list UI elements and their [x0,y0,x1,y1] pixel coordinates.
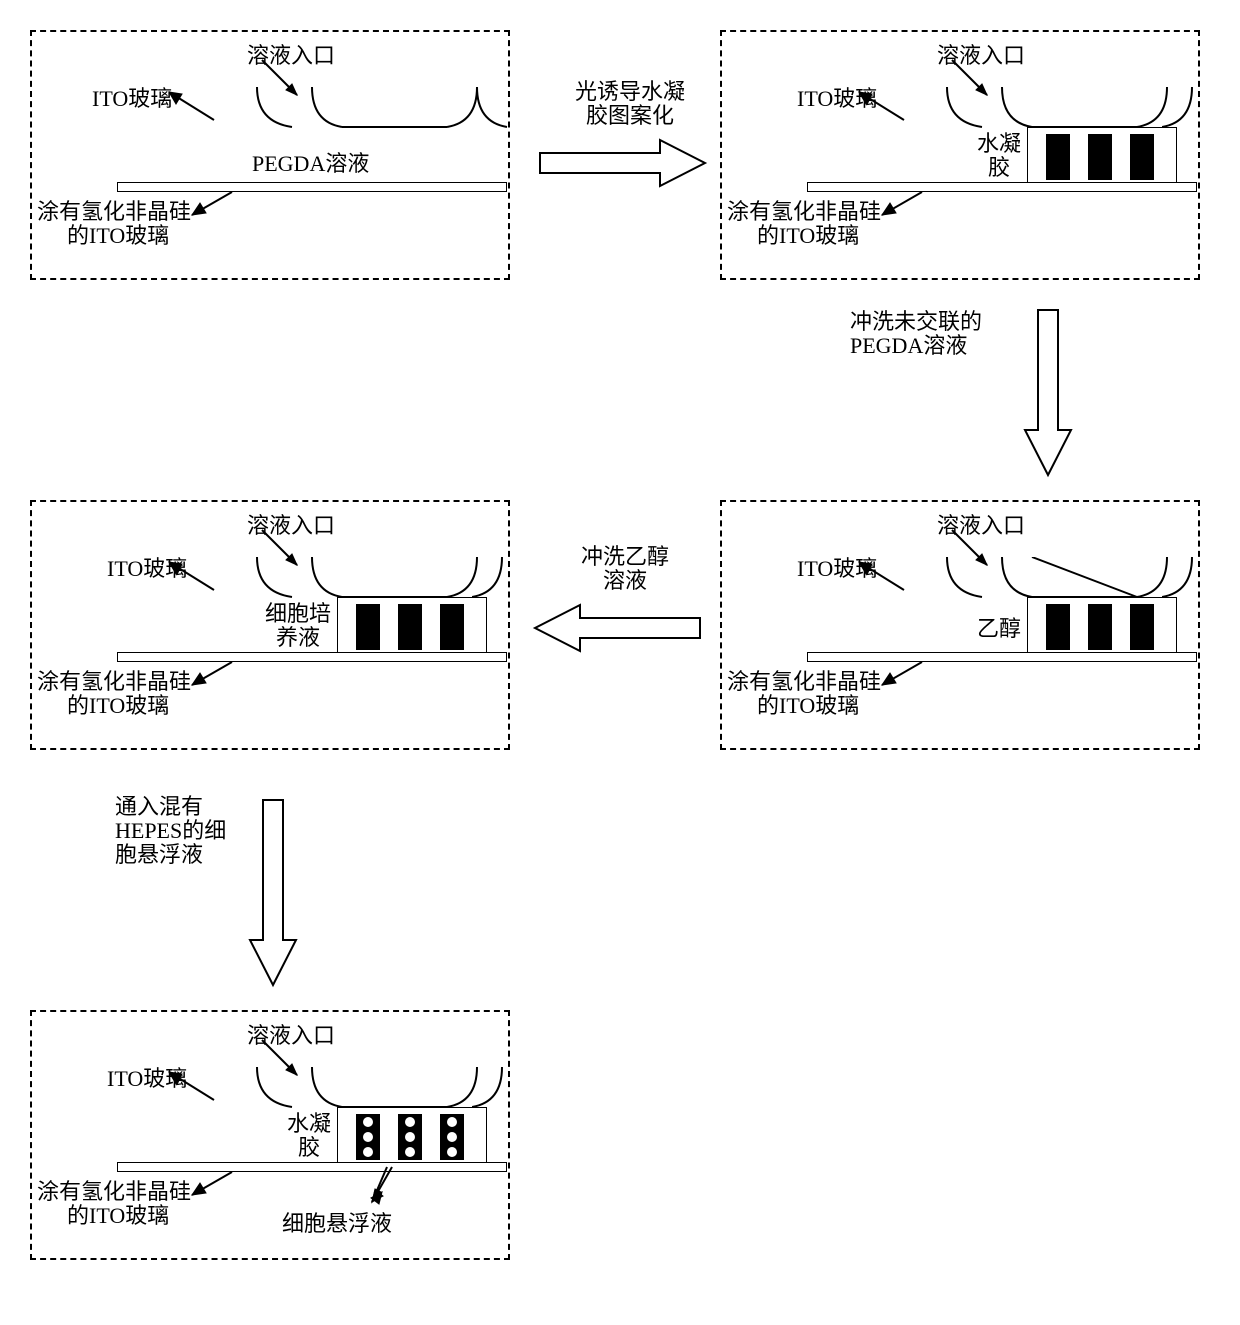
label-media-p4: 细胞培养液 [262,602,334,650]
label-hydrogel-p2: 水凝胶 [974,132,1024,180]
p4s2: 的ITO玻璃 [67,693,169,718]
a45l1: 通入混有 [115,794,203,819]
hydrogel-box-p4 [337,597,487,655]
pillar [440,604,464,650]
a12l2: 胶图案化 [586,103,674,128]
p2s2: 的ITO玻璃 [757,223,859,248]
a23l1: 冲洗未交联的 [850,309,982,334]
label-substrate-p2: 涂有氢化非晶硅 的ITO玻璃 [727,200,881,248]
arrow-3-4 [530,600,710,660]
label-substrate-p1: 涂有氢化非晶硅 的ITO玻璃 [37,200,191,248]
label-inlet-p2: 溶液入口 [937,44,1025,68]
label-substrate-p5: 涂有氢化非晶硅 的ITO玻璃 [37,1180,191,1228]
pillar [1130,604,1154,650]
pillar [1088,134,1112,180]
label-ito-p4: ITO玻璃 [107,557,187,581]
pillar [1046,134,1070,180]
top-chamber-p1 [202,87,502,147]
arrow-1-2 [530,135,710,195]
a12l1: 光诱导水凝 [575,79,685,104]
bottom-plate-p4 [117,652,507,662]
p5s1: 涂有氢化非晶硅 [37,1179,191,1204]
panel-1: 溶液入口 ITO玻璃 PEGDA溶液 [30,30,510,280]
cell-dot [447,1117,457,1127]
panel-3: 溶液入口 ITO玻璃 乙醇 涂有氢化非晶硅 的I [720,500,1200,750]
pillar [356,604,380,650]
cell-dot [363,1117,373,1127]
hydrogel-box-p2 [1027,127,1177,185]
pillar [1046,604,1070,650]
cell-dot [363,1147,373,1157]
p2s1: 涂有氢化非晶硅 [727,199,881,224]
p3s1: 涂有氢化非晶硅 [727,669,881,694]
arrow34-label: 冲洗乙醇 溶液 [565,545,685,593]
pillar-cells [440,1114,464,1160]
label-substrate-p4: 涂有氢化非晶硅 的ITO玻璃 [37,670,191,718]
label-inlet-p4: 溶液入口 [247,514,335,538]
cell-dot [447,1147,457,1157]
substrate-l1: 涂有氢化非晶硅 [37,199,191,224]
bottom-plate-p3 [807,652,1197,662]
label-ito-p5: ITO玻璃 [107,1067,187,1091]
bottom-plate-p2 [807,182,1197,192]
label-substrate-p3: 涂有氢化非晶硅 的ITO玻璃 [727,670,881,718]
cell-dot [363,1132,373,1142]
a23l2: PEGDA溶液 [850,333,967,358]
label-ito-p2: ITO玻璃 [797,87,877,111]
a34l2: 溶液 [603,568,647,593]
pillar [398,604,422,650]
bottom-plate-p1 [117,182,507,192]
pillar [1130,134,1154,180]
bottom-plate-p5 [117,1162,507,1172]
top-chamber-right-p1 [472,87,512,147]
arrow-2-3 [1020,300,1080,480]
hydrogel-box-p3 [1027,597,1177,655]
p5s2: 的ITO玻璃 [67,1203,169,1228]
pillar [1088,604,1112,650]
arrow23-label: 冲洗未交联的 PEGDA溶液 [850,310,1020,358]
arrow12-label: 光诱导水凝 胶图案化 [560,80,700,128]
cell-dot [405,1132,415,1142]
label-inlet-p5: 溶液入口 [247,1024,335,1048]
substrate-l2: 的ITO玻璃 [67,223,169,248]
panel-2: 溶液入口 ITO玻璃 水凝胶 涂有氢化非晶硅 的IT [720,30,1200,280]
cell-dot [405,1147,415,1157]
label-pegda-p1: PEGDA溶液 [252,152,369,176]
panel-5: 溶液入口 ITO玻璃 [30,1010,510,1260]
panel-4: 溶液入口 ITO玻璃 细胞培养液 涂有氢化非晶硅 的ITO玻璃 [30,500,510,750]
label-ito-p1: ITO玻璃 [92,87,172,111]
pillar-cells [398,1114,422,1160]
arrow-4-5 [245,790,305,990]
arrow45-label: 通入混有 HEPES的细 胞悬浮液 [115,795,245,868]
label-hydrogel-p5: 水凝胶 [284,1112,334,1160]
hydrogel-box-p5 [337,1107,487,1165]
label-cellsusp-p5: 细胞悬浮液 [282,1212,392,1236]
label-inlet-p3: 溶液入口 [937,514,1025,538]
p4s1: 涂有氢化非晶硅 [37,669,191,694]
a34l1: 冲洗乙醇 [581,544,669,569]
a45l3: 胞悬浮液 [115,842,203,867]
cell-dot [447,1132,457,1142]
label-ethanol-p3: 乙醇 [977,617,1021,641]
label-ito-p3: ITO玻璃 [797,557,877,581]
cell-dot [405,1117,415,1127]
pillar-cells [356,1114,380,1160]
label-inlet-p1: 溶液入口 [247,44,335,68]
flowchart-container: 溶液入口 ITO玻璃 PEGDA溶液 [20,20,1220,1305]
p3s2: 的ITO玻璃 [757,693,859,718]
a45l2: HEPES的细 [115,818,226,843]
arrow-cellsusp-p5b [367,1162,417,1212]
